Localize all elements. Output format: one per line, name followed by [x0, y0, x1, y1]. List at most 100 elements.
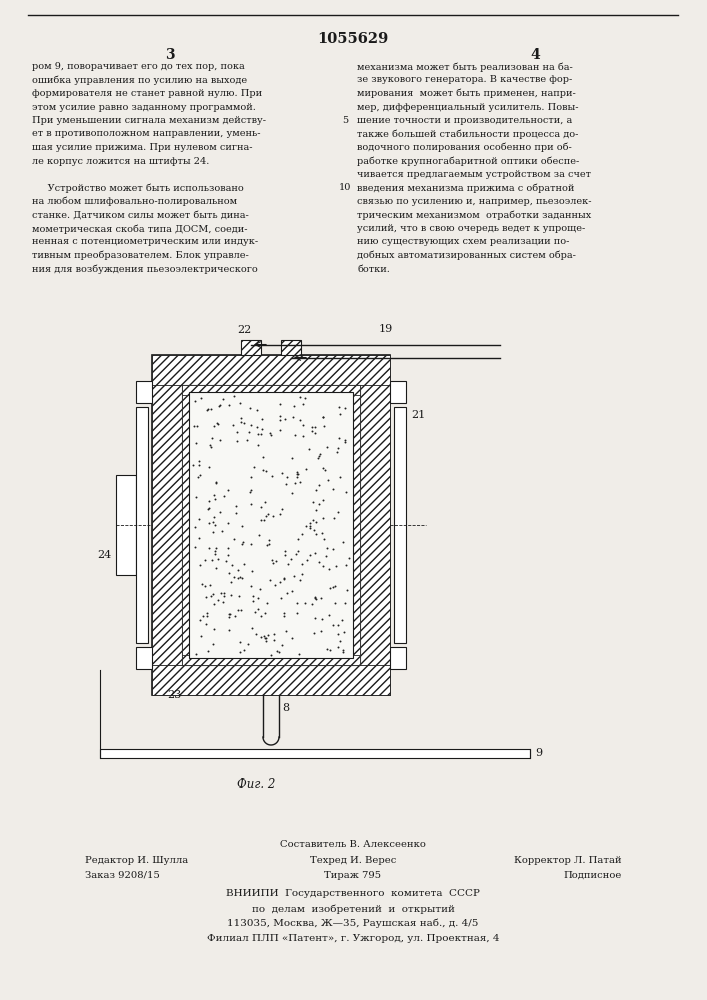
Point [332, 626, 343, 642]
Point [238, 642, 250, 658]
Point [228, 531, 240, 547]
Point [321, 548, 332, 564]
Point [310, 526, 322, 542]
Point [194, 612, 206, 628]
Point [206, 430, 217, 446]
Text: Фиг. 2: Фиг. 2 [237, 778, 275, 791]
Point [317, 409, 329, 425]
Point [204, 437, 216, 453]
Point [196, 390, 207, 406]
Point [281, 469, 293, 485]
Point [296, 526, 308, 542]
Text: трическим механизмом  отработки заданных: трическим механизмом отработки заданных [357, 211, 591, 220]
Point [189, 539, 201, 555]
Point [217, 594, 228, 610]
Point [288, 568, 299, 584]
Point [260, 463, 271, 479]
Point [305, 520, 316, 536]
Point [243, 636, 254, 652]
Point [276, 465, 288, 481]
Point [339, 432, 351, 448]
Point [286, 630, 298, 646]
Point [201, 402, 213, 418]
Point [288, 398, 299, 414]
Point [286, 450, 297, 466]
Point [310, 514, 322, 530]
Point [260, 633, 271, 649]
Point [209, 621, 220, 637]
Point [338, 642, 349, 658]
Point [320, 462, 331, 478]
Point [222, 515, 233, 531]
Point [304, 547, 315, 563]
Point [252, 437, 263, 453]
Point [247, 620, 258, 636]
Point [259, 605, 271, 621]
Point [192, 469, 204, 485]
Point [235, 414, 247, 430]
Point [215, 585, 226, 601]
Point [238, 415, 250, 431]
Point [322, 641, 333, 657]
Point [281, 585, 293, 601]
Text: ет в противоположном направлении, умень-: ет в противоположном направлении, умень- [32, 129, 260, 138]
Point [217, 391, 228, 407]
Text: добных автоматизированных систем обра-: добных автоматизированных систем обра- [357, 251, 576, 260]
Point [205, 439, 216, 455]
Point [291, 466, 303, 482]
Bar [182, 385, 360, 395]
Point [278, 570, 289, 586]
Point [308, 522, 320, 538]
Point [245, 536, 256, 552]
Point [245, 482, 257, 498]
Point [206, 552, 218, 568]
Bar [182, 655, 360, 665]
Point [310, 425, 321, 441]
Text: введения механизма прижима с обратной: введения механизма прижима с обратной [357, 184, 574, 193]
Point [203, 401, 214, 417]
Point [197, 608, 208, 624]
Point [325, 642, 336, 658]
Point [200, 589, 211, 605]
Point [258, 512, 269, 528]
Point [204, 577, 216, 593]
Point [262, 627, 273, 643]
Point [209, 517, 221, 533]
Text: ром 9, поворачивает его до тех пор, пока: ром 9, поворачивает его до тех пор, пока [32, 62, 245, 71]
Text: 10: 10 [339, 184, 351, 192]
Point [333, 430, 344, 446]
Point [309, 625, 320, 641]
Point [195, 628, 206, 644]
Text: чивается предлагаемым устройством за счет: чивается предлагаемым устройством за сче… [357, 170, 591, 179]
Point [261, 537, 272, 553]
Point [267, 468, 278, 484]
Text: мометрическая скоба типа ДОСМ, соеди-: мометрическая скоба типа ДОСМ, соеди- [32, 224, 247, 233]
Point [216, 523, 228, 539]
Point [261, 630, 272, 646]
Point [252, 402, 263, 418]
Point [337, 612, 348, 628]
Point [274, 412, 286, 428]
Text: этом усилие равно заданному программой.: этом усилие равно заданному программой. [32, 103, 256, 111]
Point [333, 440, 344, 456]
Point [270, 553, 281, 569]
Point [264, 425, 275, 441]
Point [279, 547, 291, 563]
Point [331, 444, 342, 460]
Point [256, 512, 267, 528]
Point [206, 588, 217, 604]
Point [257, 449, 269, 465]
Point [261, 508, 272, 524]
Text: 22: 22 [237, 325, 251, 335]
Point [316, 611, 327, 627]
Point [274, 408, 286, 424]
Text: ботки.: ботки. [357, 264, 390, 273]
Text: Составитель В. Алексеенко: Составитель В. Алексеенко [280, 840, 426, 849]
Text: ния для возбуждения пьезоэлектрического: ния для возбуждения пьезоэлектрического [32, 264, 258, 274]
Point [280, 411, 291, 427]
Point [276, 637, 288, 653]
Text: также большей стабильности процесса до-: также большей стабильности процесса до- [357, 129, 578, 139]
Text: 4: 4 [530, 48, 540, 62]
Point [197, 576, 208, 592]
Point [231, 433, 243, 449]
